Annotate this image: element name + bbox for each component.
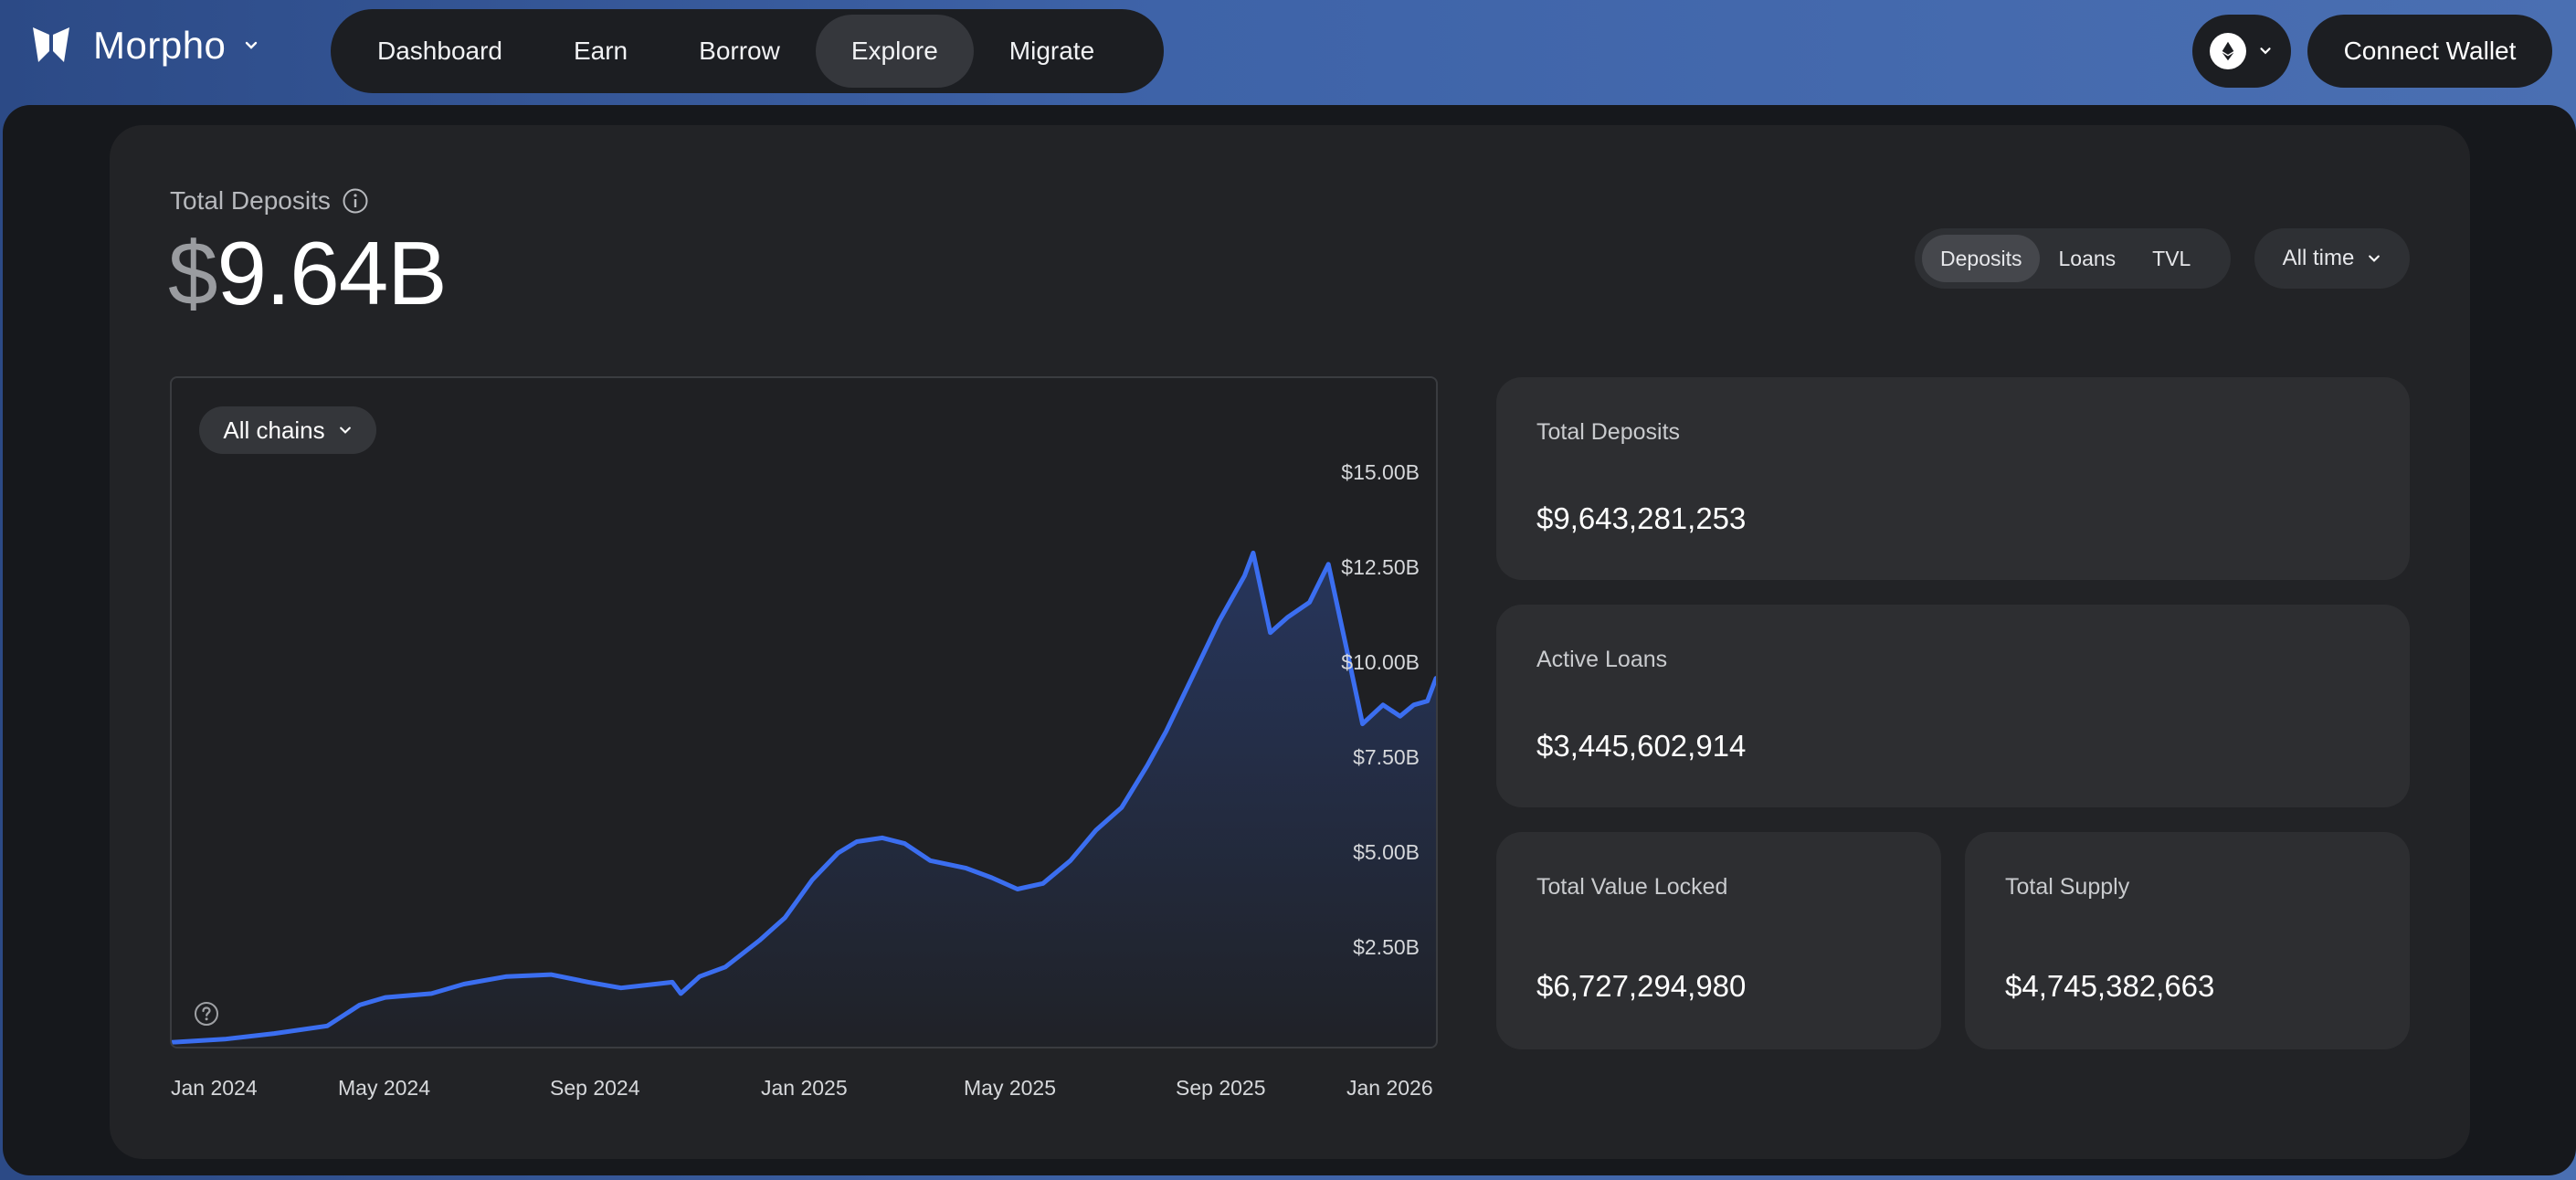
connect-wallet-button[interactable]: Connect Wallet: [2307, 15, 2552, 88]
chart-series-line: [172, 550, 1436, 1045]
toggle-tvl[interactable]: TVL: [2152, 247, 2191, 270]
time-range-dropdown[interactable]: All time: [2254, 228, 2410, 289]
total-deposits-value: $9.64B: [168, 228, 448, 318]
chevron-down-icon: [2369, 255, 2381, 262]
ethereum-icon: [2210, 33, 2246, 69]
total-deposits-heading: Total Deposits: [170, 186, 369, 216]
top-bar: Morpho Dashboard Earn Borrow Explore Mig…: [0, 0, 2576, 102]
stat-value: $6,727,294,980: [1536, 969, 1747, 1003]
y-tick-label: $10.00B: [1341, 650, 1420, 674]
stat-label: Total Value Locked: [1536, 874, 1728, 900]
help-icon[interactable]: [193, 1000, 220, 1027]
y-tick-label: $7.50B: [1353, 745, 1420, 769]
stat-card-active-loans: Active Loans $3,445,602,914: [1496, 605, 2410, 807]
chevron-down-icon: [339, 427, 351, 434]
chevron-down-icon: [246, 41, 258, 49]
stat-value: $9,643,281,253: [1536, 501, 1747, 535]
toggle-deposits[interactable]: Deposits: [1922, 235, 2041, 282]
metric-toggle: Deposits Loans TVL: [1915, 228, 2231, 289]
chart-area-fill: [172, 553, 1436, 1047]
toggle-loans[interactable]: Loans: [2058, 247, 2117, 270]
x-tick-label: Sep 2024: [550, 1076, 640, 1100]
chain-filter-dropdown[interactable]: All chains: [199, 406, 376, 454]
stat-value: $4,745,382,663: [2005, 969, 2215, 1003]
total-deposits-amount: 9.64B: [216, 223, 448, 323]
currency-symbol: $: [168, 223, 218, 323]
stat-card-total-supply: Total Supply $4,745,382,663: [1965, 832, 2410, 1049]
info-icon[interactable]: [342, 187, 369, 215]
deposits-chart: $2.50B $5.00B $7.50B $10.00B $12.50B $15.00B: [170, 376, 1438, 1048]
nav-dashboard[interactable]: Dashboard: [377, 37, 502, 65]
x-tick-label: Jan 2025: [761, 1076, 848, 1100]
total-deposits-label: Total Deposits: [170, 186, 331, 215]
stat-card-total-deposits: Total Deposits $9,643,281,253: [1496, 377, 2410, 580]
x-tick-label: May 2024: [338, 1076, 431, 1100]
stat-card-total-value-locked: Total Value Locked $6,727,294,980: [1496, 832, 1941, 1049]
stat-label: Total Deposits: [1536, 419, 1681, 445]
morpho-logo-icon: [33, 27, 69, 62]
stat-value: $3,445,602,914: [1536, 729, 1747, 763]
y-tick-label: $5.00B: [1353, 840, 1420, 864]
stat-label: Active Loans: [1536, 647, 1668, 672]
stat-label: Total Supply: [2005, 874, 2130, 900]
y-tick-label: $2.50B: [1353, 935, 1420, 959]
brand-menu[interactable]: Morpho: [29, 24, 260, 68]
nav-borrow[interactable]: Borrow: [699, 37, 780, 65]
chevron-down-icon: [2260, 47, 2271, 55]
x-tick-label: Sep 2025: [1176, 1076, 1266, 1100]
y-tick-label: $12.50B: [1341, 555, 1420, 579]
y-tick-label: $15.00B: [1341, 460, 1420, 484]
x-tick-label: Jan 2026: [1346, 1076, 1433, 1100]
chain-filter-label: All chains: [223, 416, 325, 444]
nav-explore[interactable]: Explore: [815, 15, 974, 88]
brand-name: Morpho: [93, 24, 227, 67]
nav-migrate[interactable]: Migrate: [1008, 37, 1095, 65]
time-range-label: All time: [2282, 246, 2355, 270]
deposits-chart-svg: [172, 550, 1436, 1047]
x-tick-label: May 2025: [964, 1076, 1057, 1100]
x-tick-label: Jan 2024: [171, 1076, 258, 1100]
chain-selector[interactable]: [2192, 15, 2291, 88]
main-nav: Dashboard Earn Borrow Explore Migrate: [331, 9, 1164, 93]
nav-earn[interactable]: Earn: [573, 37, 628, 65]
